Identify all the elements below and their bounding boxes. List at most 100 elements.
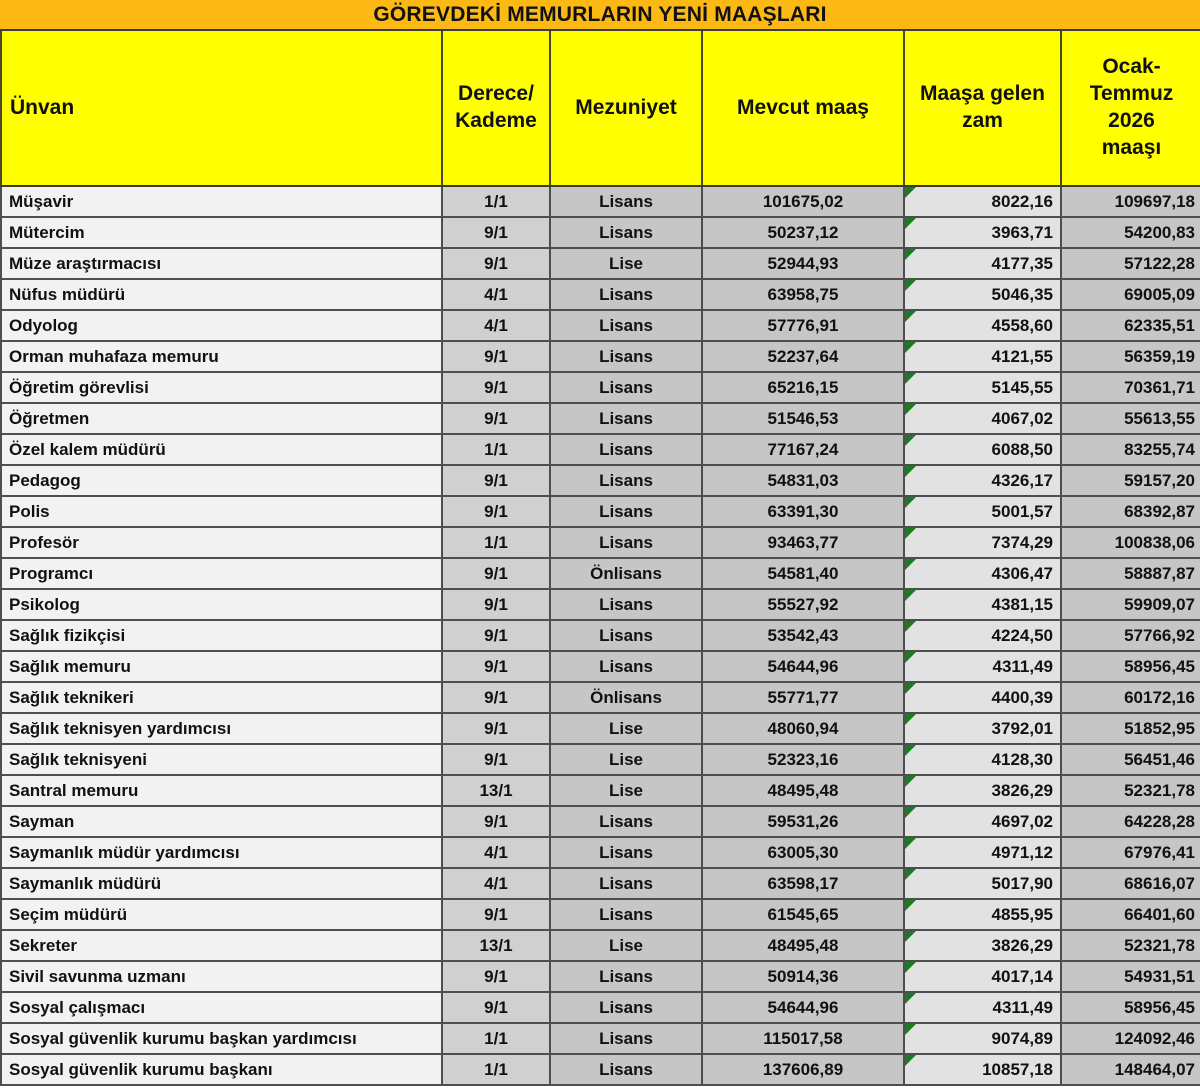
cell-yeni-maas: 60172,16 — [1061, 682, 1200, 714]
cell-maasa-gelen-zam: 8022,16 — [904, 186, 1062, 218]
cell-unvan: Sağlık memuru — [0, 651, 443, 683]
table-row: Saymanlık müdür yardımcısı 4/1 Lisans 63005… — [0, 837, 1200, 869]
cell-mevcut-maas: 61545,65 — [702, 899, 905, 931]
cell-mevcut-maas: 52944,93 — [702, 248, 905, 280]
cell-mevcut-maas: 77167,24 — [702, 434, 905, 466]
cell-mevcut-maas: 54831,03 — [702, 465, 905, 497]
cell-yeni-maas: 58956,45 — [1061, 992, 1200, 1024]
cell-derece: 1/1 — [442, 434, 551, 466]
cell-maasa-gelen-zam: 6088,50 — [904, 434, 1062, 466]
cell-derece: 4/1 — [442, 279, 551, 311]
cell-maasa-gelen-zam: 4311,49 — [904, 992, 1062, 1024]
cell-maasa-gelen-zam: 4400,39 — [904, 682, 1062, 714]
table-row: Psikolog 9/1 Lisans 55527,92 4381,15 59909,07 — [0, 589, 1200, 621]
cell-maasa-gelen-zam: 10857,18 — [904, 1054, 1062, 1086]
cell-mezuniyet: Lisans — [550, 589, 703, 621]
column-header-mevcut-maas: Mevcut maaş — [702, 31, 905, 187]
cell-mevcut-maas: 65216,15 — [702, 372, 905, 404]
cell-derece: 9/1 — [442, 744, 551, 776]
cell-maasa-gelen-zam: 4017,14 — [904, 961, 1062, 993]
table-row: Saymanlık müdürü 4/1 Lisans 63598,17 5017,90… — [0, 868, 1200, 900]
cell-mezuniyet: Lisans — [550, 279, 703, 311]
table-row: Orman muhafaza memuru 9/1 Lisans 52237,64 41… — [0, 341, 1200, 373]
cell-derece: 13/1 — [442, 930, 551, 962]
cell-mezuniyet: Lisans — [550, 372, 703, 404]
cell-unvan: Sağlık teknikeri — [0, 682, 443, 714]
cell-maasa-gelen-zam: 4381,15 — [904, 589, 1062, 621]
cell-yeni-maas: 62335,51 — [1061, 310, 1200, 342]
cell-mezuniyet: Lisans — [550, 868, 703, 900]
cell-unvan: Seçim müdürü — [0, 899, 443, 931]
cell-maasa-gelen-zam: 4697,02 — [904, 806, 1062, 838]
table-row: Sağlık teknisyen yardımcısı 9/1 Lise 48060,… — [0, 713, 1200, 745]
cell-unvan: Nüfus müdürü — [0, 279, 443, 311]
cell-yeni-maas: 67976,41 — [1061, 837, 1200, 869]
cell-unvan: Santral memuru — [0, 775, 443, 807]
table-row: Sağlık memuru 9/1 Lisans 54644,96 4311,49 589… — [0, 651, 1200, 683]
cell-mevcut-maas: 55771,77 — [702, 682, 905, 714]
cell-yeni-maas: 56359,19 — [1061, 341, 1200, 373]
cell-yeni-maas: 64228,28 — [1061, 806, 1200, 838]
cell-yeni-maas: 70361,71 — [1061, 372, 1200, 404]
cell-maasa-gelen-zam: 5145,55 — [904, 372, 1062, 404]
column-header-maasa-gelen-zam: Maaşa gelen zam — [904, 31, 1062, 187]
table-row: Mütercim 9/1 Lisans 50237,12 3963,71 54200,83 — [0, 217, 1200, 249]
cell-maasa-gelen-zam: 3792,01 — [904, 713, 1062, 745]
cell-derece: 9/1 — [442, 403, 551, 435]
cell-maasa-gelen-zam: 4067,02 — [904, 403, 1062, 435]
cell-unvan: Sosyal güvenlik kurumu başkanı — [0, 1054, 443, 1086]
cell-yeni-maas: 109697,18 — [1061, 186, 1200, 218]
cell-unvan: Mütercim — [0, 217, 443, 249]
cell-mevcut-maas: 52323,16 — [702, 744, 905, 776]
cell-derece: 9/1 — [442, 992, 551, 1024]
cell-yeni-maas: 68392,87 — [1061, 496, 1200, 528]
cell-maasa-gelen-zam: 4326,17 — [904, 465, 1062, 497]
table-row: Öğretim görevlisi 9/1 Lisans 65216,15 5145,5… — [0, 372, 1200, 404]
cell-yeni-maas: 66401,60 — [1061, 899, 1200, 931]
table-row: Seçim müdürü 9/1 Lisans 61545,65 4855,95 6640… — [0, 899, 1200, 931]
cell-derece: 1/1 — [442, 1054, 551, 1086]
cell-derece: 9/1 — [442, 558, 551, 590]
cell-derece: 9/1 — [442, 682, 551, 714]
table-row: Öğretmen 9/1 Lisans 51546,53 4067,02 55613,55 — [0, 403, 1200, 435]
cell-maasa-gelen-zam: 9074,89 — [904, 1023, 1062, 1055]
cell-yeni-maas: 56451,46 — [1061, 744, 1200, 776]
cell-yeni-maas: 52321,78 — [1061, 775, 1200, 807]
cell-mezuniyet: Lisans — [550, 620, 703, 652]
cell-mezuniyet: Lisans — [550, 434, 703, 466]
cell-unvan: Psikolog — [0, 589, 443, 621]
cell-derece: 9/1 — [442, 341, 551, 373]
cell-maasa-gelen-zam: 5017,90 — [904, 868, 1062, 900]
cell-mevcut-maas: 54644,96 — [702, 992, 905, 1024]
cell-mevcut-maas: 51546,53 — [702, 403, 905, 435]
cell-derece: 9/1 — [442, 372, 551, 404]
cell-yeni-maas: 57122,28 — [1061, 248, 1200, 280]
cell-mevcut-maas: 48495,48 — [702, 930, 905, 962]
cell-mevcut-maas: 54644,96 — [702, 651, 905, 683]
cell-unvan: Özel kalem müdürü — [0, 434, 443, 466]
table-row: Sosyal güvenlik kurumu başkanı 1/1 Lisans 1… — [0, 1054, 1200, 1086]
table-row: Sekreter 13/1 Lise 48495,48 3826,29 52321,78 — [0, 930, 1200, 962]
cell-yeni-maas: 59909,07 — [1061, 589, 1200, 621]
table-row: Sosyal çalışmacı 9/1 Lisans 54644,96 4311,49… — [0, 992, 1200, 1024]
cell-maasa-gelen-zam: 3826,29 — [904, 930, 1062, 962]
cell-derece: 9/1 — [442, 899, 551, 931]
cell-yeni-maas: 68616,07 — [1061, 868, 1200, 900]
cell-mezuniyet: Lisans — [550, 496, 703, 528]
cell-derece: 13/1 — [442, 775, 551, 807]
cell-mevcut-maas: 137606,89 — [702, 1054, 905, 1086]
cell-unvan: Sağlık teknisyen yardımcısı — [0, 713, 443, 745]
cell-derece: 9/1 — [442, 248, 551, 280]
cell-unvan: Profesör — [0, 527, 443, 559]
cell-maasa-gelen-zam: 5046,35 — [904, 279, 1062, 311]
cell-mezuniyet: Lisans — [550, 341, 703, 373]
cell-mezuniyet: Lisans — [550, 186, 703, 218]
cell-mezuniyet: Lise — [550, 248, 703, 280]
cell-maasa-gelen-zam: 4311,49 — [904, 651, 1062, 683]
table-row: Müze araştırmacısı 9/1 Lise 52944,93 4177,35… — [0, 248, 1200, 280]
table-row: Sosyal güvenlik kurumu başkan yardımcısı… — [0, 1023, 1200, 1055]
cell-mevcut-maas: 52237,64 — [702, 341, 905, 373]
cell-mezuniyet: Lise — [550, 775, 703, 807]
cell-maasa-gelen-zam: 3826,29 — [904, 775, 1062, 807]
